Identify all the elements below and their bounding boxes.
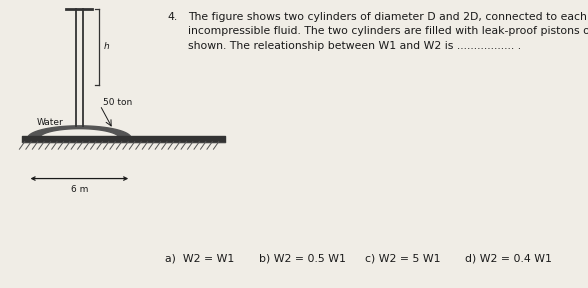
Text: The figure shows two cylinders of diameter D and 2D, connected to each other and: The figure shows two cylinders of diamet…	[188, 12, 588, 51]
Text: h: h	[104, 42, 110, 51]
Text: c) W2 = 5 W1: c) W2 = 5 W1	[365, 253, 440, 264]
Text: a)  W2 = W1: a) W2 = W1	[165, 253, 234, 264]
Text: 6 m: 6 m	[71, 185, 88, 194]
Text: b) W2 = 0.5 W1: b) W2 = 0.5 W1	[259, 253, 346, 264]
Text: Water: Water	[36, 118, 64, 127]
Text: 4.: 4.	[168, 12, 178, 22]
Polygon shape	[28, 126, 131, 138]
Text: d) W2 = 0.4 W1: d) W2 = 0.4 W1	[465, 253, 552, 264]
Text: 50 ton: 50 ton	[103, 98, 132, 107]
Text: h: h	[104, 46, 105, 47]
